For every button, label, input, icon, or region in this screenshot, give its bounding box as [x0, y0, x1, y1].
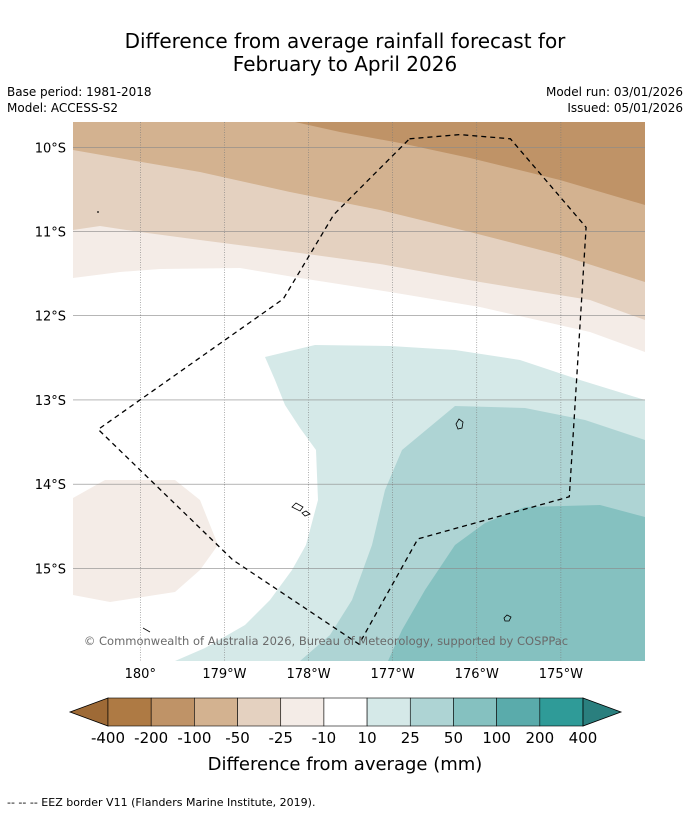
colorbar-label-11: 400: [569, 729, 598, 747]
island-central-small: [301, 510, 311, 517]
x-tick-label-5: 175°W: [539, 667, 583, 682]
colorbar: [68, 697, 623, 727]
eez-border-line: [97, 133, 587, 646]
colorbar-label-3: -50: [225, 729, 250, 747]
island-central: [291, 502, 304, 512]
y-tick-label-5: 15°S: [35, 562, 66, 577]
x-tick-label-2: 178°W: [286, 667, 330, 682]
y-tick-label-1: 11°S: [35, 225, 66, 240]
colorbar-label-9: 100: [482, 729, 511, 747]
region-50-to-100: [388, 505, 645, 661]
meta-left: Base period: 1981-2018 Model: ACCESS-S2: [7, 84, 152, 116]
gridlines: [73, 122, 645, 661]
colorbar-segment-2: [194, 697, 238, 727]
x-axis-tick-labels: 180° 179°W 178°W 177°W 176°W 175°W: [125, 667, 583, 682]
x-tick-label-1: 179°W: [202, 667, 246, 682]
colorbar-label-2: -100: [177, 729, 211, 747]
island-south: [503, 614, 512, 622]
colorbar-segment-9: [496, 697, 541, 727]
colorbar-segment-3: [237, 697, 282, 727]
model-text: Model: ACCESS-S2: [7, 101, 119, 115]
issued-text: Issued: 05/01/2026: [567, 101, 683, 115]
x-tick-label-4: 176°W: [455, 667, 499, 682]
colorbar-segment-1: [150, 697, 195, 727]
island-north-west: [97, 211, 99, 213]
colorbar-extend-low: [68, 697, 109, 727]
y-tick-label-3: 13°S: [35, 394, 66, 409]
x-tick-label-0: 180°: [125, 667, 156, 682]
colorbar-segment-6: [366, 697, 411, 727]
colorbar-segment-5: [323, 697, 368, 727]
colorbar-tick-labels: -400 -200 -100 -50 -25 -10 10 25 50 100 200 400: [91, 729, 597, 747]
model-run-text: Model run: 03/01/2026: [545, 85, 683, 99]
y-tick-label-0: 10°S: [35, 141, 66, 156]
colorbar-label-5: -10: [312, 729, 337, 747]
colorbar-label-4: -25: [268, 729, 293, 747]
region-minus10-to-10-south-west: [73, 480, 218, 602]
eez-legend-note: -- -- -- EEZ border V11 (Flanders Marine…: [7, 796, 316, 809]
title-line-2: February to April 2026: [232, 52, 458, 76]
island-north-east: [455, 418, 464, 430]
colorbar-segment-0: [107, 697, 152, 727]
colorbar-segment-8: [453, 697, 497, 727]
title-line-1: Difference from average rainfall forecas…: [124, 29, 566, 53]
colorbar-segment-4: [280, 697, 325, 727]
base-period-text: Base period: 1981-2018: [7, 85, 152, 99]
chart-title: Difference from average rainfall forecas…: [0, 30, 690, 76]
y-axis-tick-labels: 10°S 11°S 12°S 13°S 14°S 15°S: [35, 141, 66, 577]
colorbar-label-10: 200: [525, 729, 554, 747]
region-minus100-to-minus50: [295, 122, 645, 205]
colorbar-label-7: 25: [401, 729, 420, 747]
colorbar-segment-10: [539, 697, 584, 727]
colorbar-segment-7: [409, 697, 454, 727]
colorbar-label-0: -400: [91, 729, 125, 747]
colorbar-title: Difference from average (mm): [208, 754, 483, 775]
meta-right: Model run: 03/01/2026 Issued: 05/01/2026: [546, 84, 683, 116]
islands: [97, 211, 512, 633]
attribution-text: © Commonwealth of Australia 2026, Bureau…: [84, 634, 568, 648]
colorbar-label-8: 50: [444, 729, 463, 747]
x-tick-label-3: 177°W: [371, 667, 415, 682]
map-plot-area: [73, 122, 645, 661]
island-south-west: [142, 627, 151, 633]
colorbar-label-1: -200: [134, 729, 168, 747]
y-tick-label-2: 12°S: [35, 310, 66, 325]
colorbar-extend-high: [582, 697, 623, 727]
y-tick-label-4: 14°S: [35, 478, 66, 493]
colorbar-label-6: 10: [358, 729, 377, 747]
